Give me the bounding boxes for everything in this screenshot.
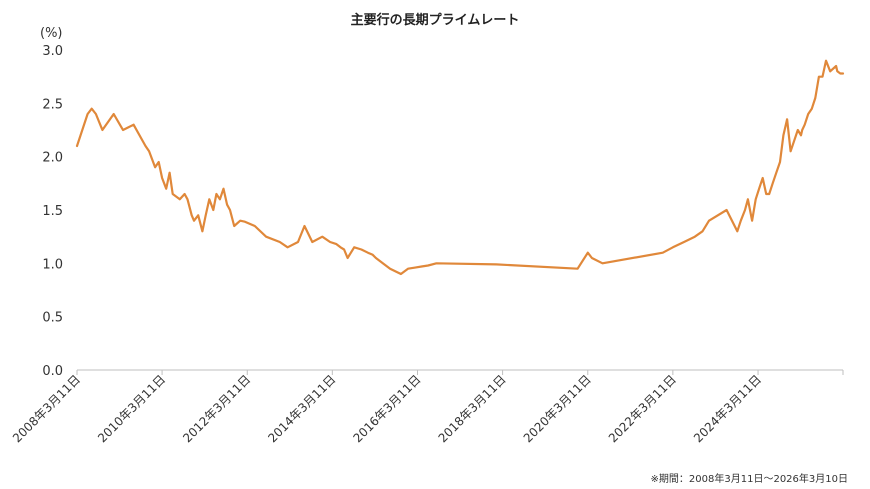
y-axis-unit-label: (%) (40, 26, 63, 41)
x-tick-label: 2024年3月11日 (691, 372, 764, 445)
x-tick-label: 2022年3月11日 (606, 372, 679, 445)
series-line (75, 59, 845, 276)
x-tick-label: 2008年3月11日 (10, 372, 83, 445)
x-tick-label: 2020年3月11日 (521, 372, 594, 445)
x-tick-label: 2010年3月11日 (95, 372, 168, 445)
y-tick-label: 2.0 (42, 151, 63, 166)
x-tick-label: 2012年3月11日 (180, 372, 253, 445)
x-tick-label: 2014年3月11日 (265, 372, 338, 445)
x-axis-ticks: 2008年3月11日 2010年3月11日 2012年3月11日 2014年3月11日… (10, 370, 844, 445)
x-tick-label: 2016年3月11日 (350, 372, 423, 445)
y-tick-label: 3.0 (42, 44, 63, 59)
y-tick-label: 1.0 (42, 257, 63, 272)
x-tick-label: 2018年3月11日 (436, 372, 509, 445)
y-axis-tick-labels: 0.0 0.5 1.0 1.5 2.0 2.5 3.0 (42, 44, 63, 379)
y-tick-label: 2.5 (42, 97, 63, 112)
y-tick-label: 1.5 (42, 204, 63, 219)
period-note: ※期間：2008年3月11日～2026年3月10日 (651, 472, 848, 485)
y-tick-label: 0.0 (42, 364, 63, 379)
y-tick-label: 0.5 (42, 311, 63, 326)
chart-title: 主要行の長期プライムレート (351, 12, 520, 28)
